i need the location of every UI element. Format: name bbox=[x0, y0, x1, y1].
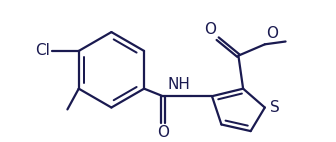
Text: Cl: Cl bbox=[36, 43, 50, 58]
Text: NH: NH bbox=[168, 77, 191, 92]
Text: S: S bbox=[269, 100, 279, 115]
Text: O: O bbox=[266, 27, 278, 41]
Text: O: O bbox=[204, 22, 216, 37]
Text: O: O bbox=[157, 125, 169, 140]
